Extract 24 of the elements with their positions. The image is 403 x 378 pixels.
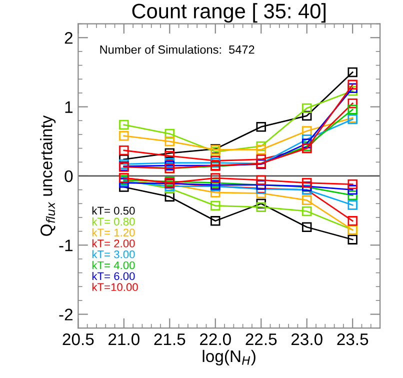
text: kT= 3.00: [92, 250, 135, 258]
x-tick-label: 22.0: [200, 333, 231, 346]
x-tick-label: 23.5: [337, 333, 368, 346]
x-tick-label: 22.5: [246, 333, 277, 346]
y-tick-label: 2: [64, 32, 72, 44]
x-tick-label: 23.0: [291, 333, 322, 346]
x-tick-label: 20.5: [62, 333, 94, 346]
text: kT=10.00: [92, 282, 138, 292]
text: kT= 6.00: [92, 272, 135, 280]
text: kT= 1.20: [92, 228, 135, 236]
y-tick-label: 1: [65, 101, 73, 113]
y-tick-label: -1: [59, 240, 73, 252]
text: kT= 0.80: [92, 217, 135, 226]
text: kT= 2.00: [92, 239, 135, 248]
y-tick-label: 0: [64, 170, 73, 182]
chart-title: Count range [ 35: 40]: [132, 3, 326, 23]
text: kT= 4.00: [92, 261, 135, 270]
annotation: Number of Simulations: 5472: [100, 45, 254, 54]
text: kT= 0.50: [92, 206, 135, 215]
y-tick-label: -2: [59, 308, 72, 320]
x-axis-title: log(N$_{H}$): [202, 350, 256, 366]
y-axis-title: Q$_{flux}$ uncertainty: [40, 115, 56, 236]
x-tick-label: 21.5: [154, 333, 186, 346]
x-tick-label: 21.0: [108, 333, 140, 346]
